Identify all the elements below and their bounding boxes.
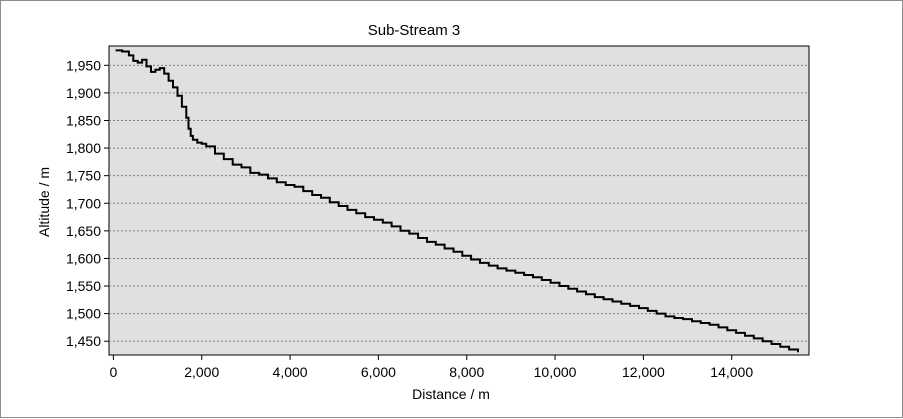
altitude-series-line xyxy=(115,49,799,353)
y-axis-title: Altitude / m xyxy=(36,167,52,237)
y-tick-label: 1,650 xyxy=(66,223,101,239)
y-tick-label: 1,500 xyxy=(66,306,101,322)
x-tick-label: 8,000 xyxy=(449,364,484,380)
chart-title: Sub-Stream 3 xyxy=(368,22,461,39)
y-tick-label: 1,450 xyxy=(66,333,101,349)
x-axis-ticks: 0 2,000 4,000 6,000 8,000 10,000 12,000 14,000 xyxy=(110,355,753,380)
y-axis-ticks: 1,450 1,500 1,550 1,600 1,650 1,700 1,750 1,800… xyxy=(66,57,109,349)
x-tick-label: 0 xyxy=(110,364,118,380)
x-tick-label: 10,000 xyxy=(534,364,577,380)
y-tick-label: 1,900 xyxy=(66,85,101,101)
y-tick-label: 1,850 xyxy=(66,112,101,128)
x-tick-label: 2,000 xyxy=(184,364,219,380)
x-tick-label: 6,000 xyxy=(361,364,396,380)
y-tick-label: 1,800 xyxy=(66,140,101,156)
y-tick-label: 1,950 xyxy=(66,57,101,73)
x-tick-label: 4,000 xyxy=(273,364,308,380)
grid-lines xyxy=(109,64,809,342)
y-tick-label: 1,600 xyxy=(66,250,101,266)
y-tick-label: 1,550 xyxy=(66,278,101,294)
x-axis-title: Distance / m xyxy=(412,386,490,402)
plot-area xyxy=(108,45,810,356)
x-tick-label: 12,000 xyxy=(622,364,665,380)
x-tick-label: 14,000 xyxy=(710,364,753,380)
y-tick-label: 1,750 xyxy=(66,168,101,184)
y-tick-label: 1,700 xyxy=(66,195,101,211)
